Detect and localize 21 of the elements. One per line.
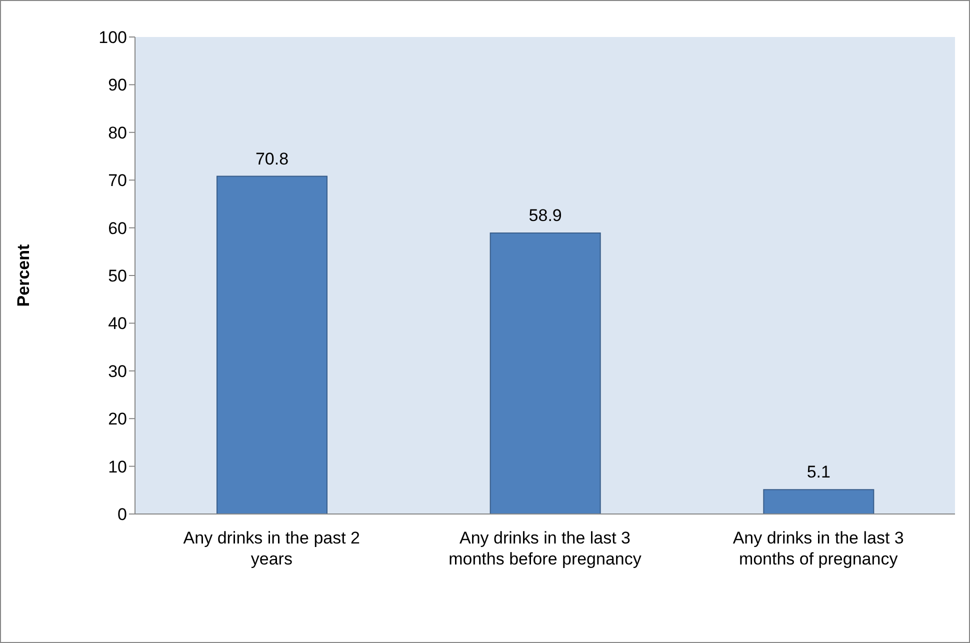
y-tick-label: 0 [118, 505, 127, 524]
y-tick-label: 70 [108, 171, 127, 190]
y-tick-label: 20 [108, 410, 127, 429]
data-label: 5.1 [806, 462, 830, 482]
y-tick-label: 100 [98, 28, 127, 48]
bar [216, 176, 328, 514]
y-tick-label: 30 [108, 362, 127, 381]
data-label: 58.9 [528, 206, 562, 226]
y-tick-label: 40 [108, 314, 127, 334]
y-tick-label: 50 [108, 266, 127, 286]
y-tick-label: 90 [108, 76, 127, 95]
y-tick-label: 60 [108, 218, 127, 238]
bar [490, 232, 601, 514]
x-tick-label: Any drinks in the past 2 years [183, 528, 360, 569]
data-label: 70.8 [255, 149, 289, 168]
y-tick-label: 10 [108, 457, 127, 476]
x-tick-label: Any drinks in the last 3 months before pregnancy [448, 528, 642, 569]
y-axis-title: Percent [14, 244, 34, 307]
y-tick-label: 80 [108, 123, 127, 142]
x-tick-label: Any drinks in the last 3 months of pregnancy [732, 528, 904, 569]
bar [763, 489, 874, 514]
